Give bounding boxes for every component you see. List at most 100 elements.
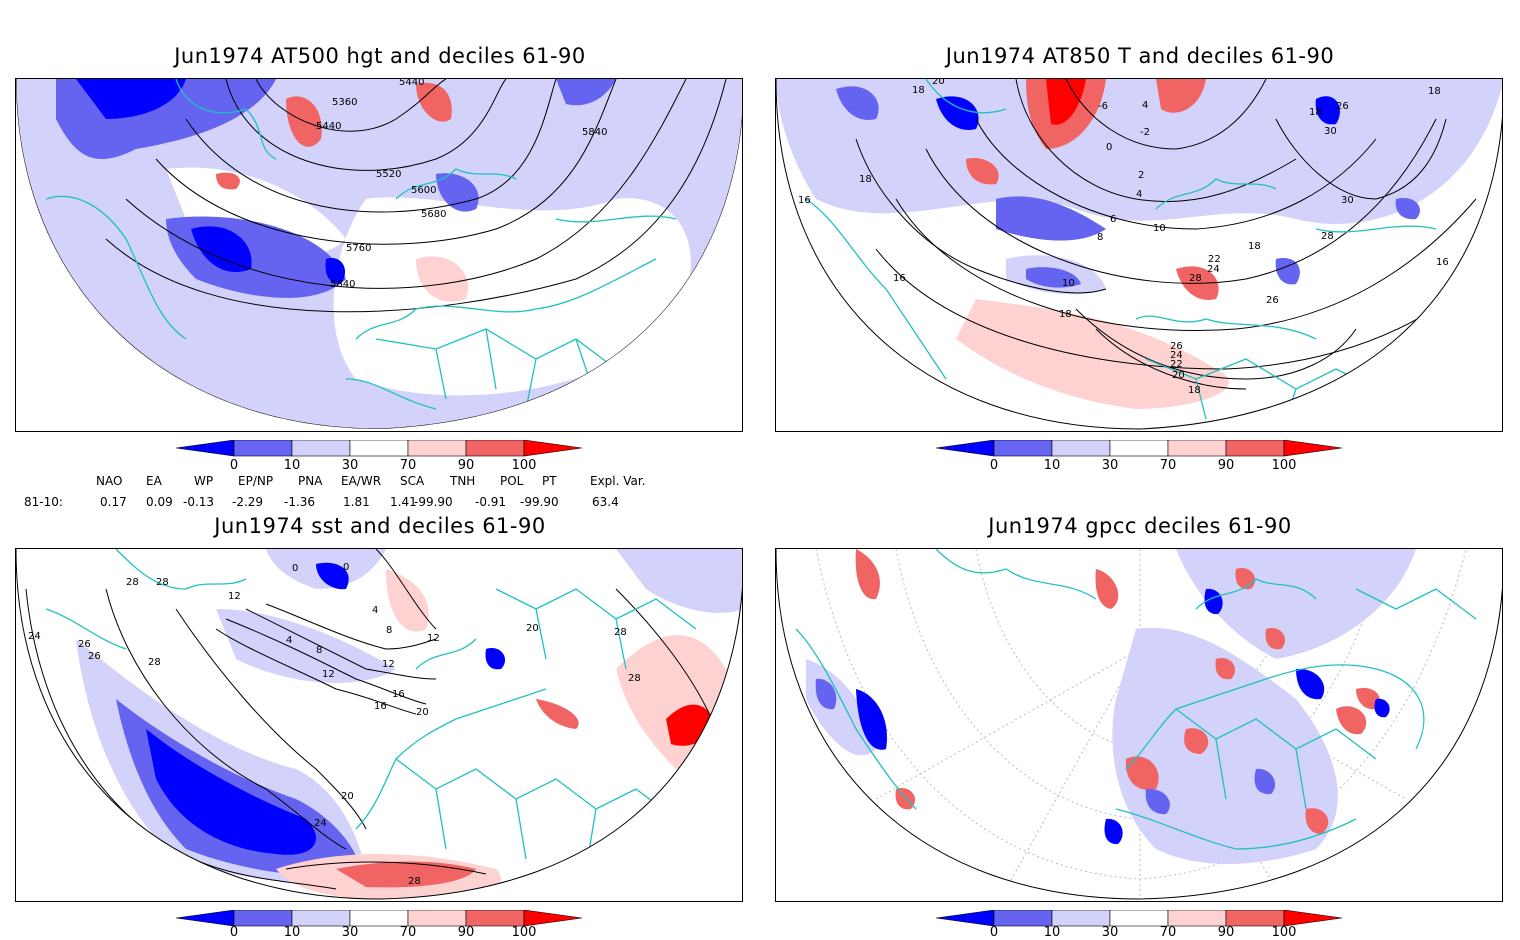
colorbar-label: 10 <box>283 458 301 473</box>
contour-label: 28 <box>614 627 627 638</box>
colorbar-label: 0 <box>229 458 239 473</box>
contour-label: 24 <box>314 818 327 829</box>
contour-label: 26 <box>78 639 91 650</box>
index-value: 1.41 <box>390 495 417 509</box>
contour-label: 24 <box>28 631 41 642</box>
contour-label: 4 <box>1142 100 1148 111</box>
contour-label: 26 <box>1170 341 1183 352</box>
contour-label: 20 <box>341 791 354 802</box>
contour-label: -6 <box>1098 101 1108 112</box>
contour-label: 28 <box>148 657 161 668</box>
contour-label: 8 <box>386 625 392 636</box>
index-value: 0.17 <box>100 495 127 509</box>
panel-title-t850: Jun1974 AT850 T and deciles 61-90 <box>945 44 1335 68</box>
index-header: EA <box>146 474 162 488</box>
colorbar-label: 90 <box>457 925 475 940</box>
map-svg-hgt: 5440 5360 5440 5840 5520 5600 5680 5760 … <box>16 79 742 431</box>
contour-label: 2 <box>1138 170 1144 181</box>
contour-label: 16 <box>374 701 387 712</box>
map-svg-t850: 20 18 -6 4 -2 0 18 26 30 18 18 2 4 6 8 1… <box>776 79 1502 431</box>
colorbar-label: 90 <box>1217 458 1235 473</box>
contour-label: 28 <box>1321 231 1334 242</box>
index-header: Expl. Var. <box>590 474 646 488</box>
contour-label: -2 <box>1140 127 1150 138</box>
index-header: PNA <box>298 474 323 488</box>
index-header: EP/NP <box>238 474 274 488</box>
contour-label: 0 <box>343 562 349 573</box>
contour-label: 5520 <box>376 169 401 180</box>
contour-label: 0 <box>1106 142 1112 153</box>
contour-label: 18 <box>1188 385 1201 396</box>
index-header: POL <box>500 474 524 488</box>
index-header: SCA <box>400 474 425 488</box>
contour-label: 5360 <box>332 97 357 108</box>
index-value: 63.4 <box>592 495 619 509</box>
contour-label: 16 <box>392 689 405 700</box>
contour-label: 24 <box>1170 350 1183 361</box>
index-value: 1.81 <box>343 495 370 509</box>
colorbar-label: 100 <box>1271 458 1297 473</box>
contour-label: 28 <box>1189 273 1202 284</box>
contour-label: 20 <box>1172 370 1185 381</box>
contour-label: 26 <box>1266 295 1279 306</box>
colorbar-label: 30 <box>341 458 359 473</box>
contour-label: 28 <box>408 876 421 887</box>
contour-label: 28 <box>628 673 641 684</box>
colorbar-label: 70 <box>1159 925 1177 940</box>
contour-label: 28 <box>126 577 139 588</box>
contour-label: 12 <box>427 633 440 644</box>
map-panel-sst: 0 0 28 28 12 4 8 12 16 16 20 12 12 4 8 2… <box>15 548 743 902</box>
colorbar-svg <box>935 439 1343 457</box>
contour-label: 16 <box>893 273 906 284</box>
map-panel-hgt: 5440 5360 5440 5840 5520 5600 5680 5760 … <box>15 78 743 432</box>
contour-label: 18 <box>1059 309 1072 320</box>
contour-label: 5680 <box>421 209 446 220</box>
index-header: WP <box>194 474 214 488</box>
contour-label: 0 <box>292 563 298 574</box>
colorbar-label: 10 <box>1043 458 1061 473</box>
index-value: -2.29 <box>232 495 264 509</box>
contour-label: 20 <box>526 623 539 634</box>
colorbar-label: 30 <box>1101 458 1119 473</box>
map-svg-sst: 0 0 28 28 12 4 8 12 16 16 20 12 12 4 8 2… <box>16 549 742 901</box>
contour-label: 18 <box>859 174 872 185</box>
contour-label: 26 <box>1336 101 1349 112</box>
colorbar-top-left: 0 10 30 70 90 100 <box>175 439 596 480</box>
colorbar-label: 90 <box>457 458 475 473</box>
index-header: PT <box>542 474 557 488</box>
indices-value-row: 81-10: 0.17 0.09 -0.13 -2.29 -1.36 1.81 … <box>0 495 760 516</box>
contour-label: 4 <box>286 635 292 646</box>
teleconnection-indices: NAO EA WP EP/NP PNA EA/WR SCA TNH POL PT… <box>0 474 760 516</box>
colorbar-svg <box>935 909 1343 927</box>
index-value: -0.91 <box>475 495 507 509</box>
contour-label: 16 <box>798 195 811 206</box>
index-value: -99.90 <box>520 495 559 509</box>
contour-label: 10 <box>1153 223 1166 234</box>
contour-label: 24 <box>1207 264 1220 275</box>
colorbar-label: 100 <box>511 925 537 940</box>
colorbar-top-right: 0 10 30 70 90 100 <box>935 439 1356 480</box>
colorbar-label: 30 <box>341 925 359 940</box>
contour-label: 8 <box>1097 232 1103 243</box>
colorbar-label: 70 <box>1159 458 1177 473</box>
contour-label: 5600 <box>411 185 436 196</box>
colorbar-label: 10 <box>1043 925 1061 940</box>
colorbar-bottom-right: 0 10 30 70 90 100 <box>935 909 1356 940</box>
panel-title-gpcc: Jun1974 gpcc deciles 61-90 <box>988 514 1292 538</box>
contour-label: 22 <box>1170 359 1183 370</box>
colorbar-label: 100 <box>1271 925 1297 940</box>
colorbar-svg <box>175 439 583 457</box>
index-row-label: 81-10: <box>24 495 63 509</box>
colorbar-label: 10 <box>283 925 301 940</box>
contour-label: 28 <box>156 577 169 588</box>
contour-label: 18 <box>1428 86 1441 97</box>
colorbar-label: 90 <box>1217 925 1235 940</box>
contour-label: 16 <box>1436 257 1449 268</box>
contour-label: 22 <box>1208 254 1221 265</box>
index-value: -1.36 <box>284 495 316 509</box>
index-value: 0.09 <box>146 495 173 509</box>
contour-label: 4 <box>1136 189 1142 200</box>
contour-label: 10 <box>1062 278 1075 289</box>
contour-label: 8 <box>316 645 322 656</box>
map-panel-gpcc <box>775 548 1503 902</box>
